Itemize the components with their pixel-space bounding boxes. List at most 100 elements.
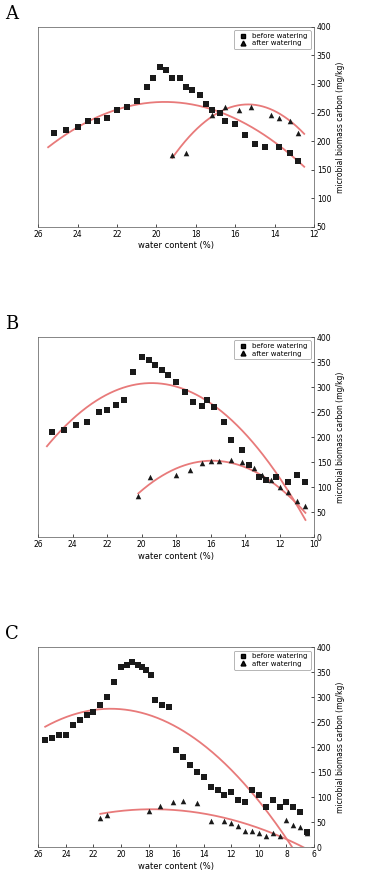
- Point: [118, 660, 124, 674]
- Point: [113, 398, 119, 412]
- Point: [124, 100, 130, 114]
- Point: [295, 154, 301, 169]
- Point: [197, 88, 203, 103]
- Point: [194, 797, 200, 811]
- Point: [56, 728, 62, 742]
- Point: [283, 796, 290, 810]
- Point: [129, 655, 135, 669]
- Point: [304, 826, 310, 840]
- Point: [75, 120, 81, 134]
- Point: [157, 799, 163, 814]
- Point: [249, 824, 255, 838]
- Point: [94, 114, 100, 128]
- Point: [173, 467, 179, 482]
- Point: [209, 108, 215, 122]
- Point: [49, 425, 55, 439]
- Legend: before watering, after watering: before watering, after watering: [234, 30, 311, 49]
- Point: [235, 793, 241, 807]
- Point: [130, 365, 136, 379]
- Point: [242, 128, 248, 143]
- Point: [177, 71, 183, 86]
- Point: [199, 399, 205, 413]
- Point: [259, 467, 265, 482]
- Point: [182, 385, 188, 400]
- Point: [73, 417, 79, 432]
- Point: [157, 60, 164, 74]
- Point: [104, 402, 110, 417]
- Point: [187, 462, 193, 476]
- Point: [152, 358, 159, 372]
- Point: [144, 79, 150, 94]
- Text: A: A: [5, 4, 18, 23]
- Point: [139, 660, 145, 674]
- Point: [199, 456, 205, 470]
- Point: [211, 400, 217, 414]
- X-axis label: water content (%): water content (%): [138, 862, 214, 871]
- Point: [239, 455, 245, 469]
- Point: [104, 112, 110, 126]
- Point: [216, 454, 223, 468]
- Point: [252, 136, 258, 151]
- Point: [285, 485, 291, 500]
- Point: [146, 805, 152, 819]
- Point: [208, 780, 214, 795]
- Point: [303, 499, 309, 513]
- Point: [189, 83, 195, 97]
- Point: [223, 100, 229, 114]
- Point: [256, 470, 262, 484]
- Point: [287, 145, 293, 160]
- Point: [262, 140, 268, 154]
- Point: [275, 140, 282, 154]
- Point: [159, 698, 165, 712]
- Point: [239, 442, 245, 457]
- Point: [223, 114, 229, 128]
- Point: [204, 392, 210, 407]
- Point: [152, 693, 159, 707]
- Point: [232, 117, 238, 131]
- Point: [77, 713, 83, 727]
- Point: [303, 475, 309, 489]
- Point: [270, 826, 276, 840]
- Point: [221, 814, 228, 829]
- Y-axis label: microbial biomass carbon (mg/kg): microbial biomass carbon (mg/kg): [336, 681, 345, 813]
- Point: [61, 423, 67, 437]
- Point: [85, 114, 91, 128]
- Point: [139, 350, 145, 364]
- Point: [183, 145, 189, 160]
- Point: [83, 415, 90, 429]
- Point: [304, 825, 310, 839]
- Point: [248, 100, 254, 114]
- Point: [70, 718, 76, 732]
- Point: [134, 657, 141, 672]
- Point: [283, 813, 290, 827]
- Point: [135, 489, 141, 503]
- Point: [180, 794, 186, 808]
- Point: [228, 785, 234, 799]
- Point: [51, 126, 57, 140]
- Point: [249, 782, 255, 797]
- Point: [170, 796, 177, 810]
- Point: [256, 788, 262, 802]
- Point: [246, 458, 252, 472]
- Point: [83, 707, 90, 722]
- Point: [104, 808, 110, 822]
- Point: [42, 732, 48, 747]
- Point: [270, 793, 276, 807]
- Point: [290, 818, 296, 832]
- Point: [146, 352, 152, 367]
- Point: [275, 112, 282, 126]
- Point: [123, 657, 129, 672]
- Point: [97, 811, 103, 825]
- Point: [208, 814, 214, 829]
- Point: [273, 470, 279, 484]
- Point: [294, 467, 300, 482]
- Point: [228, 452, 234, 467]
- Point: [96, 405, 102, 419]
- Point: [228, 816, 234, 830]
- Point: [297, 805, 303, 820]
- Point: [169, 148, 175, 162]
- Point: [236, 103, 242, 117]
- Text: B: B: [5, 315, 18, 333]
- Point: [209, 103, 215, 117]
- Point: [263, 800, 269, 814]
